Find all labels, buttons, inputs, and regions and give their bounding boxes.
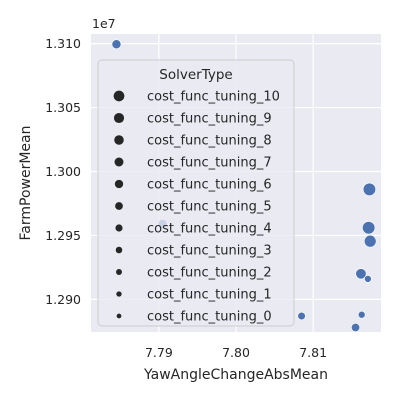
y-tick-label: 1.300 [45, 164, 81, 179]
legend-marker [116, 291, 122, 297]
y-tick-labels: 1.290 1.295 1.300 1.305 1.310 [45, 36, 81, 307]
data-point [362, 221, 376, 235]
legend-marker [113, 90, 125, 102]
y-tick-label: 1.305 [45, 100, 81, 115]
x-axis-label: YawAngleChangeAbsMean [143, 367, 328, 383]
legend-label: cost_func_tuning_10 [147, 90, 280, 105]
legend-marker [114, 179, 124, 189]
data-point [364, 275, 372, 283]
legend-label: cost_func_tuning_9 [147, 112, 272, 127]
legend-label: cost_func_tuning_8 [147, 134, 272, 149]
legend-label: cost_func_tuning_4 [147, 222, 272, 237]
legend-items: cost_func_tuning_10 cost_func_tuning_9cos… [113, 90, 280, 325]
legend-label: cost_func_tuning_1 [147, 288, 272, 303]
data-point [111, 39, 122, 50]
legend-marker [114, 157, 124, 167]
y-axis-label: FarmPowerMean [18, 126, 34, 241]
legend-marker [116, 269, 122, 275]
y-tick-label: 1.290 [45, 292, 81, 307]
legend-label: cost_func_tuning_6 [147, 178, 272, 193]
y-tick-label: 1.295 [45, 228, 81, 243]
data-point [357, 310, 366, 319]
legend: SolverType cost_func_tuning_10cost_func_… [97, 59, 295, 327]
data-point [362, 182, 377, 196]
data-point [363, 234, 377, 248]
data-points [111, 39, 377, 333]
legend-marker [115, 224, 123, 232]
x-tick-label: 7.81 [299, 345, 327, 360]
data-point [355, 268, 367, 280]
legend-label: cost_func_tuning_7 [147, 156, 272, 171]
legend-marker [116, 313, 122, 319]
x-tick-labels: 7.79 7.80 7.81 [145, 345, 327, 360]
legend-label: cost_func_tuning_0 [147, 310, 272, 325]
data-point [351, 323, 361, 333]
legend-label: cost_func_tuning_3 [147, 244, 272, 259]
legend-marker [114, 135, 124, 145]
y-offset-label: 1e7 [92, 16, 116, 31]
legend-marker [115, 202, 123, 210]
legend-box [97, 59, 295, 327]
legend-label: cost_func_tuning_5 [147, 200, 272, 215]
legend-label: cost_func_tuning_2 [147, 266, 272, 281]
x-tick-label: 7.79 [145, 345, 173, 360]
x-tick-label: 7.80 [222, 345, 250, 360]
legend-title: SolverType [159, 67, 232, 83]
y-tick-label: 1.310 [45, 36, 81, 51]
legend-marker [113, 112, 125, 124]
data-point [297, 311, 306, 321]
legend-marker [115, 246, 123, 254]
